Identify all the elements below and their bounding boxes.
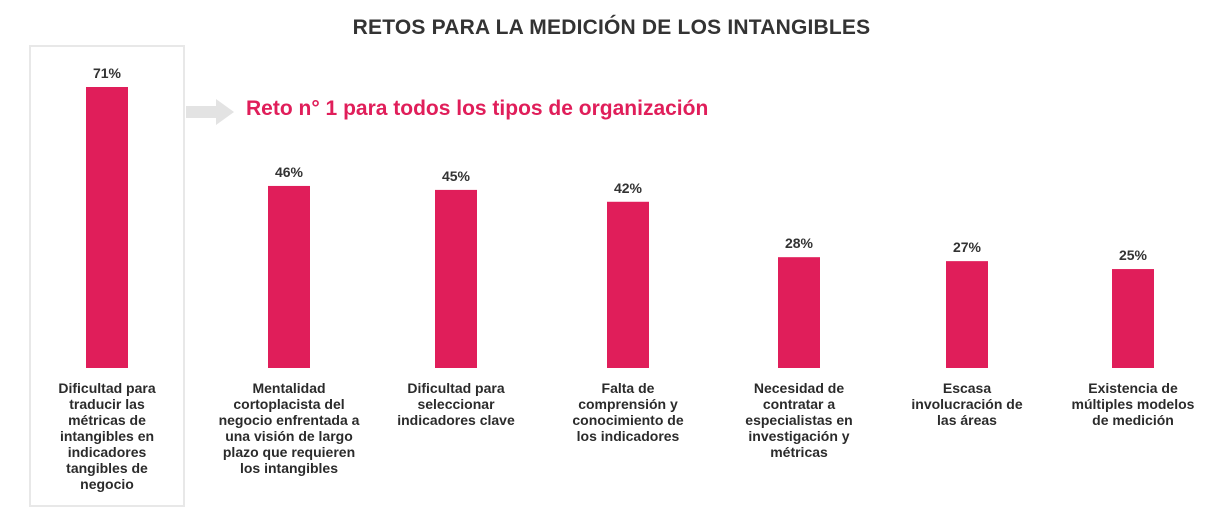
data-label-3: 45% [442, 168, 471, 184]
bar-5 [778, 257, 820, 368]
data-label-6: 27% [953, 239, 982, 255]
category-label-2: Mentalidad cortoplacista del negocio enf… [218, 380, 360, 476]
category-label-3: Dificultad para seleccionar indicadores … [397, 380, 515, 428]
top-challenge-callout: Reto n° 1 para todos los tipos de organi… [246, 97, 709, 120]
top-challenge-highlight-box [29, 45, 185, 507]
bar-3 [435, 189, 477, 368]
bar-4 [607, 201, 649, 368]
category-label-5: Necesidad de contratar a especialistas e… [745, 380, 853, 460]
data-label-2: 46% [275, 164, 304, 180]
data-label-4: 42% [614, 180, 643, 196]
category-label-7: Existencia de múltiples modelos de medic… [1071, 380, 1195, 428]
category-label-6: Escasa involucración de las áreas [911, 380, 1023, 428]
bar-2 [268, 185, 310, 368]
category-label-4: Falta de comprensión y conocimiento de l… [572, 380, 684, 444]
bar-1 [86, 87, 128, 368]
right-arrow-icon [186, 99, 234, 125]
bar-7 [1112, 269, 1154, 368]
category-label-1: Dificultad para traducir las métricas de… [58, 380, 156, 492]
data-label-5: 28% [785, 235, 814, 251]
data-label-7: 25% [1119, 247, 1148, 263]
chart-title: RETOS PARA LA MEDICIÓN DE LOS INTANGIBLE… [352, 16, 871, 39]
data-label-1: 71% [93, 65, 122, 81]
bar-6 [946, 261, 988, 368]
